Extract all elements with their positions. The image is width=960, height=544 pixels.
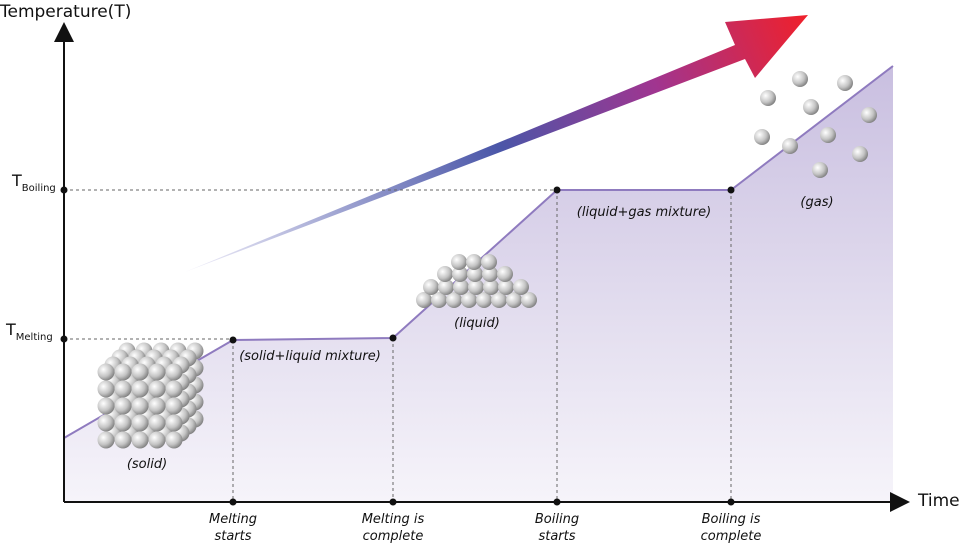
particle bbox=[148, 431, 166, 449]
particle bbox=[467, 266, 483, 282]
event-label: starts bbox=[538, 529, 575, 544]
particle bbox=[782, 138, 798, 154]
particle bbox=[431, 292, 447, 308]
particle bbox=[114, 414, 132, 432]
particle bbox=[438, 279, 454, 295]
particle bbox=[148, 397, 166, 415]
particle bbox=[114, 397, 132, 415]
y-axis-label: Temperature(T) bbox=[0, 2, 131, 22]
particle bbox=[165, 414, 183, 432]
phase-label: (solid) bbox=[127, 457, 167, 472]
event-label: Boiling bbox=[535, 512, 579, 527]
event-label: starts bbox=[214, 529, 251, 544]
phase-label: (liquid) bbox=[454, 316, 500, 331]
particle bbox=[754, 129, 770, 145]
t-boiling: TBoiling bbox=[11, 171, 56, 194]
guide-lines bbox=[64, 189, 732, 502]
particle bbox=[165, 363, 183, 381]
particle bbox=[131, 363, 149, 381]
particle bbox=[97, 431, 115, 449]
particle bbox=[437, 266, 453, 282]
particle bbox=[97, 363, 115, 381]
event-label: complete bbox=[701, 529, 762, 544]
particle bbox=[114, 380, 132, 398]
particle bbox=[466, 254, 482, 270]
particle bbox=[131, 380, 149, 398]
particle bbox=[812, 162, 828, 178]
phase-label: (solid+liquid mixture) bbox=[239, 349, 381, 364]
particle bbox=[820, 127, 836, 143]
particle bbox=[792, 71, 808, 87]
x-axis-label: Time bbox=[917, 491, 960, 511]
particle bbox=[837, 75, 853, 91]
particle bbox=[131, 414, 149, 432]
particle bbox=[165, 397, 183, 415]
particle bbox=[97, 380, 115, 398]
particle bbox=[416, 292, 432, 308]
particle bbox=[481, 254, 497, 270]
particle bbox=[148, 380, 166, 398]
particle bbox=[497, 266, 513, 282]
particle bbox=[131, 397, 149, 415]
particle bbox=[513, 279, 529, 295]
t-melting: TMelting bbox=[5, 320, 53, 343]
particle bbox=[114, 363, 132, 381]
particle bbox=[461, 292, 477, 308]
particle bbox=[114, 431, 132, 449]
particle bbox=[852, 146, 868, 162]
particle bbox=[148, 414, 166, 432]
energy-arrow bbox=[185, 15, 808, 272]
particle bbox=[165, 431, 183, 449]
particle bbox=[451, 254, 467, 270]
particle bbox=[97, 414, 115, 432]
particles bbox=[97, 71, 877, 449]
particle bbox=[97, 397, 115, 415]
particle bbox=[521, 292, 537, 308]
particle bbox=[476, 292, 492, 308]
particle bbox=[506, 292, 522, 308]
particle bbox=[498, 279, 514, 295]
event-label: Melting bbox=[209, 512, 257, 527]
particle bbox=[491, 292, 507, 308]
event-label: Melting is bbox=[362, 512, 425, 527]
particle bbox=[446, 292, 462, 308]
particle bbox=[452, 266, 468, 282]
particle bbox=[482, 266, 498, 282]
event-labels: Melting starts Melting is complete Boili… bbox=[209, 512, 761, 544]
particle bbox=[861, 107, 877, 123]
points bbox=[60, 186, 735, 506]
phase-label: (gas) bbox=[800, 195, 833, 210]
particle bbox=[803, 99, 819, 115]
phase-label: (liquid+gas mixture) bbox=[577, 205, 711, 220]
event-label: complete bbox=[363, 529, 424, 544]
particle bbox=[760, 90, 776, 106]
particle bbox=[453, 279, 469, 295]
particle bbox=[165, 380, 183, 398]
particle bbox=[131, 431, 149, 449]
particle bbox=[148, 363, 166, 381]
event-label: Boiling is bbox=[702, 512, 761, 527]
particle bbox=[483, 279, 499, 295]
particle bbox=[423, 279, 439, 295]
particle bbox=[468, 279, 484, 295]
